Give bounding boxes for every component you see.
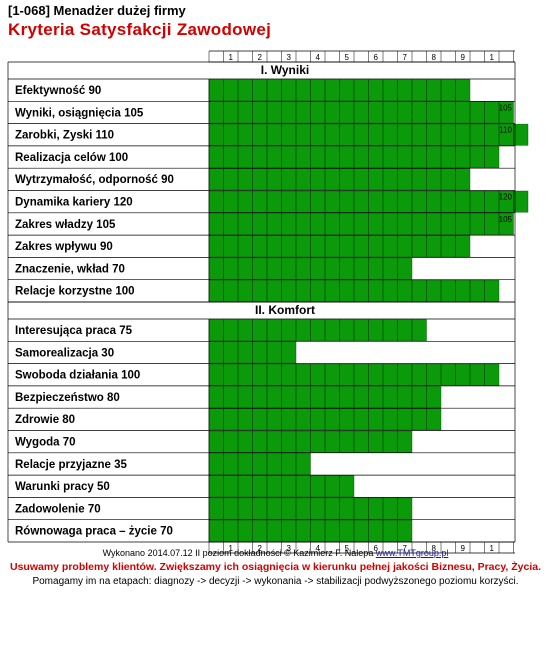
scale-tick-label: 8 (432, 53, 437, 62)
criterion-label: Efektywność 90 (15, 85, 101, 97)
scale-tick-label: 1 (490, 544, 495, 553)
report-subtitle: Menadżer dużej firmy (53, 3, 186, 18)
criterion-label: Warunki pracy 50 (15, 481, 110, 493)
footer-credit-text: Wykonano 2014.07.12 II poziom dokładnośc… (102, 548, 376, 558)
bar-value-label: 105 (499, 215, 513, 224)
scale-tick-label: 6 (374, 544, 379, 553)
scale-tick-label: 1 (229, 53, 234, 62)
criterion-label: Bezpieczeństwo 80 (15, 392, 120, 404)
scale-tick-label: 8 (432, 544, 437, 553)
criterion-label: Interesująca praca 75 (15, 325, 133, 337)
scale-tick-label: 2 (258, 53, 263, 62)
scale-tick-label: 2 (258, 544, 263, 553)
section-title: I. Wyniki (261, 63, 309, 77)
scale-tick-label: 3 (287, 53, 292, 62)
scale-tick-label: 4 (316, 53, 321, 62)
report-code: [1-068] (8, 3, 50, 18)
scale-tick-label: 1 (229, 544, 234, 553)
scale-tick-label: 4 (316, 544, 321, 553)
criterion-bar (208, 319, 427, 341)
scale-tick-label: 6 (374, 53, 379, 62)
criterion-label: Znaczenie, wkład 70 (15, 263, 125, 275)
footer-url-link[interactable]: www.TMTgroup.pl (375, 548, 449, 558)
criterion-label: Wytrzymałość, odporność 90 (15, 174, 174, 186)
bar-value-label: 110 (499, 126, 512, 135)
bar-value-label: 120 (499, 193, 513, 202)
scale-tick-label: 9 (461, 53, 466, 62)
scale-tick-label: 7 (403, 544, 408, 553)
criterion-label: Wygoda 70 (15, 437, 76, 449)
page-header: [1-068] Menadżer dużej firmy (8, 3, 186, 18)
criterion-label: Relacje korzystne 100 (15, 286, 135, 298)
scale-tick-label: 1 (490, 53, 495, 62)
criterion-label: Zarobki, Zyski 110 (15, 130, 114, 142)
criterion-label: Realizacja celów 100 (15, 152, 128, 164)
criterion-label: Zadowolenie 70 (15, 503, 101, 515)
footer-credit: Wykonano 2014.07.12 II poziom dokładnośc… (0, 548, 551, 558)
footer-slogan: Usuwamy problemy klientów. Zwiększamy ic… (9, 561, 542, 573)
criterion-label: Zdrowie 80 (15, 414, 75, 426)
criterion-bar (208, 453, 311, 475)
criterion-bar (208, 101, 514, 124)
scale-tick-label: 9 (461, 544, 466, 553)
criterion-label: Swoboda działania 100 (15, 370, 140, 382)
criterion-label: Zakres władzy 105 (15, 219, 116, 231)
criterion-label: Równowaga praca – życie 70 (15, 526, 173, 538)
scale-tick-label: 3 (287, 544, 292, 553)
scale-tick-label: 7 (403, 53, 408, 62)
scale-tick-label: 5 (345, 544, 350, 553)
criterion-label: Samorealizacja 30 (15, 347, 114, 359)
scale-tick-label: 5 (345, 53, 350, 62)
criterion-label: Dynamika kariery 120 (15, 197, 133, 209)
section-title: II. Komfort (255, 303, 315, 317)
chart-title: Kryteria Satysfakcji Zawodowej (8, 20, 272, 39)
footer-process: Pomagamy im na etapach: diagnozy -> decy… (32, 576, 519, 587)
criterion-bar (208, 213, 514, 235)
bar-value-label: 105 (499, 103, 513, 112)
criterion-label: Wyniki, osiągnięcia 105 (15, 107, 144, 119)
criterion-label: Relacje przyjazne 35 (15, 459, 127, 471)
criterion-label: Zakres wpływu 90 (15, 241, 113, 253)
